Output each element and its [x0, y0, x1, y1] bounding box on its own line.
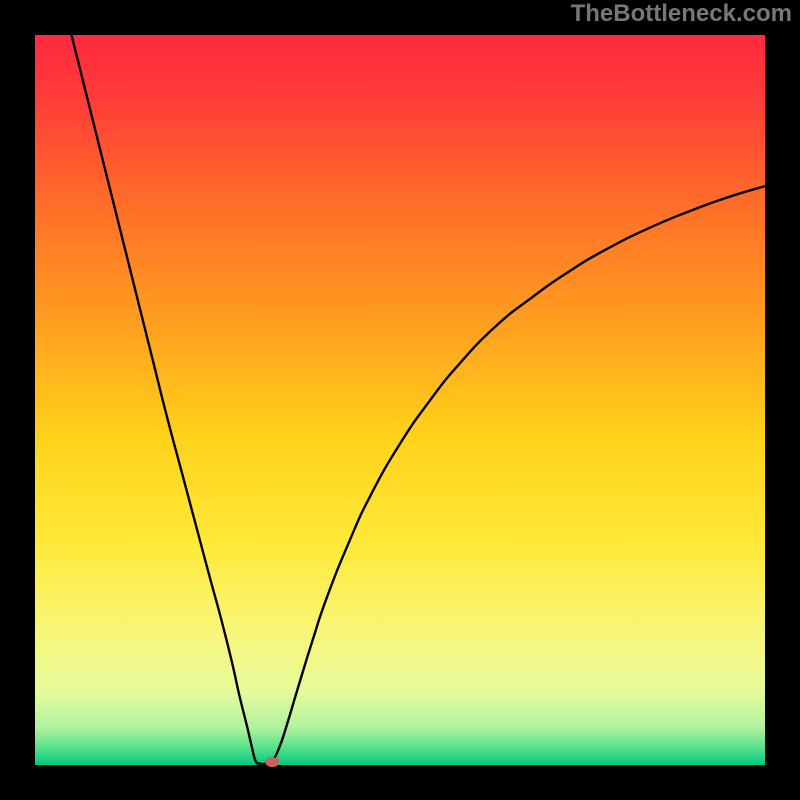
bottleneck-chart: [0, 0, 800, 800]
optimal-point-marker: [265, 757, 279, 767]
chart-plot-background: [35, 35, 765, 765]
chart-container: TheBottleneck.com: [0, 0, 800, 800]
